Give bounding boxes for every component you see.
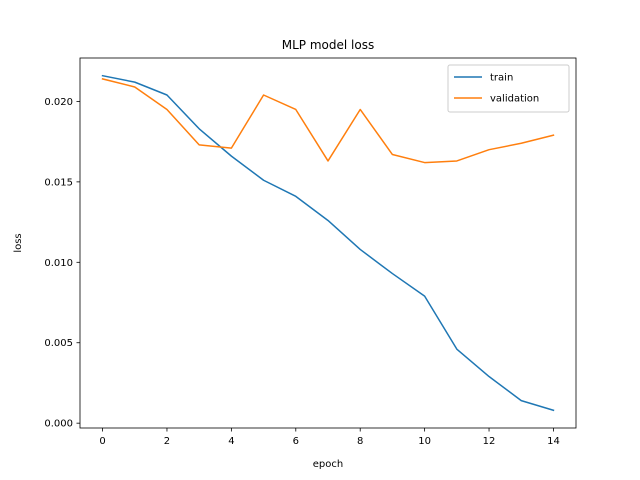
- y-tick-label: 0.010: [44, 258, 73, 269]
- x-tick-label: 12: [483, 436, 496, 447]
- x-tick-label: 10: [418, 436, 431, 447]
- plot-frame: [79, 57, 577, 429]
- series-line-validation: [101, 78, 555, 164]
- legend: train validation: [447, 64, 570, 113]
- legend-label-train: train: [490, 73, 513, 84]
- legend-label-validation: validation: [490, 94, 539, 105]
- y-tick-label: 0.020: [44, 97, 73, 108]
- x-axis: 0 2 4 6 8 10 12 14: [99, 428, 560, 447]
- y-tick-label: 0.005: [44, 338, 73, 349]
- x-tick-label: 14: [547, 436, 560, 447]
- series-layer: [101, 74, 555, 412]
- y-axis-label: loss: [13, 233, 24, 252]
- y-axis: 0.000 0.005 0.010 0.015 0.020: [44, 97, 80, 430]
- y-tick-label: 0.015: [44, 177, 73, 188]
- chart-title: MLP model loss: [282, 38, 374, 52]
- y-tick-label: 0.000: [44, 419, 73, 430]
- x-axis-label: epoch: [313, 459, 343, 470]
- x-tick-label: 0: [99, 436, 105, 447]
- x-tick-label: 6: [293, 436, 299, 447]
- series-line-train: [101, 74, 555, 412]
- x-tick-label: 4: [228, 436, 234, 447]
- x-tick-label: 8: [357, 436, 363, 447]
- x-tick-label: 2: [164, 436, 170, 447]
